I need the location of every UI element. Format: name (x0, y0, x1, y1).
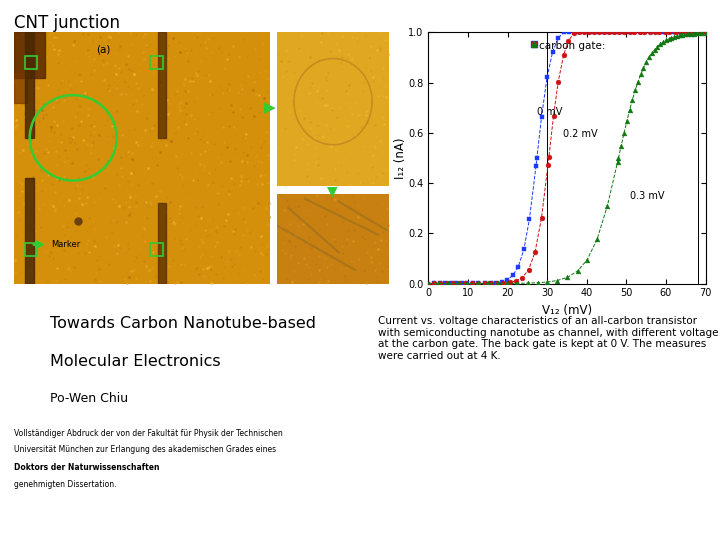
Text: Po-Wen Chiu: Po-Wen Chiu (50, 392, 129, 404)
X-axis label: V₁₂ (mV): V₁₂ (mV) (542, 304, 592, 317)
Text: Marker: Marker (51, 240, 81, 249)
Text: 0.3 mV: 0.3 mV (631, 191, 665, 201)
Bar (24, 32, 34, 138)
Bar (14, 72, 27, 103)
Text: 0.2 mV: 0.2 mV (563, 129, 598, 139)
Text: genehmigten Dissertation.: genehmigten Dissertation. (14, 480, 117, 489)
Bar (150, 56, 163, 69)
Text: Current vs. voltage characteristics of an all-carbon transistor
with semiconduct: Current vs. voltage characteristics of a… (378, 316, 719, 361)
Y-axis label: I₁₂ (nA): I₁₂ (nA) (394, 137, 407, 179)
Text: Vollständiger Abdruck der von der Fakultät für Physik der Technischen: Vollständiger Abdruck der von der Fakult… (14, 429, 283, 438)
Text: carbon gate:: carbon gate: (539, 41, 606, 51)
Text: ▶: ▶ (264, 100, 276, 116)
Text: 0 mV: 0 mV (537, 107, 562, 117)
Bar (24, 178, 34, 284)
Bar (150, 244, 163, 256)
Text: Towards Carbon Nanotube-based: Towards Carbon Nanotube-based (50, 316, 316, 331)
Text: (a): (a) (96, 44, 111, 55)
Text: Molecular Electronics: Molecular Electronics (50, 354, 221, 369)
Text: CNT junction: CNT junction (14, 14, 120, 31)
Bar (158, 32, 166, 138)
Text: ▼: ▼ (328, 185, 338, 199)
Text: Universität München zur Erlangung des akademischen Grades eines: Universität München zur Erlangung des ak… (14, 446, 276, 455)
Text: Doktors der Naturwissenschaften: Doktors der Naturwissenschaften (14, 463, 160, 472)
Bar (24, 244, 37, 256)
Bar (14, 32, 45, 78)
Bar (24, 56, 37, 69)
Bar (158, 203, 166, 284)
